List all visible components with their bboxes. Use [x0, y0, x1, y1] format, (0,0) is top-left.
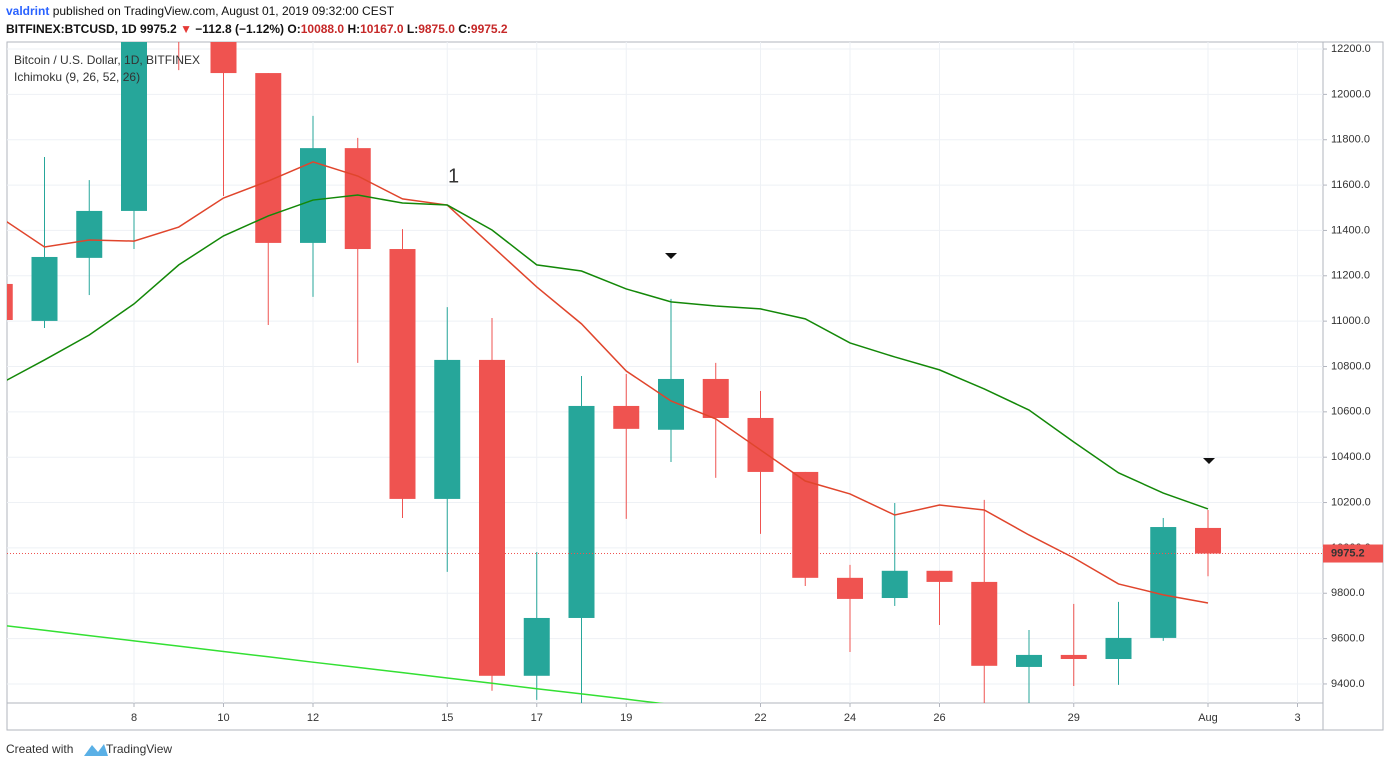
candle-body: [702, 378, 729, 418]
x-tick-label: 22: [754, 712, 766, 724]
author[interactable]: valdrint: [6, 4, 49, 18]
x-tick-label: 24: [844, 712, 856, 724]
x-tick-label: 29: [1068, 712, 1080, 724]
y-tick-label: 11200.0: [1331, 270, 1370, 282]
axes: 9400.09600.09800.010000.010200.010400.01…: [131, 43, 1383, 724]
x-tick-label: 15: [441, 712, 453, 724]
x-tick-label: 3: [1294, 712, 1300, 724]
last-price-box: [1323, 544, 1383, 563]
footer: Created with TradingView: [6, 742, 172, 756]
o-key: O:: [287, 22, 300, 36]
y-tick-label: 9600.0: [1331, 633, 1365, 645]
candle-body: [523, 617, 550, 676]
candle-body: [434, 359, 461, 499]
indicator-line: [7, 625, 665, 703]
x-tick-label: 26: [933, 712, 945, 724]
y-tick-label: 11000.0: [1331, 315, 1370, 327]
marker-arrow: [665, 253, 677, 259]
candle-body: [7, 283, 13, 321]
candle-body: [479, 359, 505, 676]
x-tick-label: Aug: [1198, 712, 1218, 724]
candle-body: [344, 148, 371, 250]
y-tick-label: 11600.0: [1331, 179, 1370, 191]
arrow: ▼: [180, 22, 192, 36]
y-tick-label: 12200.0: [1331, 43, 1371, 55]
published: published on TradingView.com, August 01,…: [53, 4, 395, 18]
c-key: C:: [458, 22, 471, 36]
candle-body: [121, 42, 147, 211]
indicator-line: [7, 194, 1209, 510]
change: −112.8 (−1.12%): [195, 22, 284, 36]
x-tick-label: 8: [131, 712, 137, 724]
legend-symbol: Bitcoin / U.S. Dollar, 1D, BITFINEX: [14, 53, 200, 67]
candle-body: [747, 417, 774, 472]
l-key: L:: [407, 22, 418, 36]
candle-body: [568, 405, 595, 618]
y-tick-label: 10800.0: [1331, 360, 1371, 372]
candle-body: [31, 256, 58, 321]
candle-body: [1105, 637, 1132, 660]
y-tick-label: 10200.0: [1331, 496, 1371, 508]
candle-body: [255, 73, 282, 243]
candle-body: [792, 471, 819, 578]
y-tick-label: 12000.0: [1331, 88, 1371, 100]
frame: [6, 41, 1384, 731]
x-tick-label: 12: [307, 712, 319, 724]
x-tick-label: 17: [531, 712, 543, 724]
symbol: BITFINEX:BTCUSD, 1D: [6, 22, 137, 36]
logo: [84, 744, 108, 756]
candle-body: [210, 42, 237, 74]
y-tick-label: 10400.0: [1331, 451, 1371, 463]
candle-body: [1150, 527, 1177, 638]
candle-body: [389, 249, 416, 499]
y-tick-label: 9400.0: [1331, 678, 1365, 690]
y-tick-label: 10600.0: [1331, 406, 1371, 418]
footer-created: Created with: [6, 742, 73, 756]
candle-body: [613, 405, 640, 429]
x-tick-label: 19: [620, 712, 632, 724]
candle-body: [1060, 654, 1087, 660]
plot: [7, 42, 1323, 703]
legend-indicator: Ichimoku (9, 26, 52, 26): [14, 70, 140, 84]
footer-brand[interactable]: TradingView: [106, 742, 172, 756]
y-tick-label: 11800.0: [1331, 134, 1370, 146]
marker-arrow: [1203, 458, 1215, 464]
c-val: 9975.2: [471, 22, 508, 36]
header-line-1: valdrint published on TradingView.com, A…: [6, 4, 395, 18]
y-tick-label: 11400.0: [1331, 224, 1370, 236]
last: 9975.2: [140, 22, 177, 36]
candle-body: [971, 581, 998, 666]
indicator-line: [7, 161, 1209, 604]
candle-body: [837, 577, 863, 599]
last-price-label: 9975.2: [1331, 547, 1365, 559]
candle-body: [881, 570, 908, 599]
h-val: 10167.0: [360, 22, 404, 36]
candle-body: [1016, 654, 1042, 667]
y-tick-label: 9800.0: [1331, 587, 1365, 599]
candle-body: [76, 210, 103, 258]
l-val: 9875.0: [418, 22, 455, 36]
annotation: 1: [448, 165, 459, 187]
h-key: H:: [347, 22, 360, 36]
x-tick-label: 10: [217, 712, 229, 724]
o-val: 10088.0: [301, 22, 345, 36]
candle-body: [1195, 527, 1221, 554]
candle-body: [926, 570, 953, 582]
header-line-2: BITFINEX:BTCUSD, 1D 9975.2 ▼ −112.8 (−1.…: [6, 22, 508, 36]
